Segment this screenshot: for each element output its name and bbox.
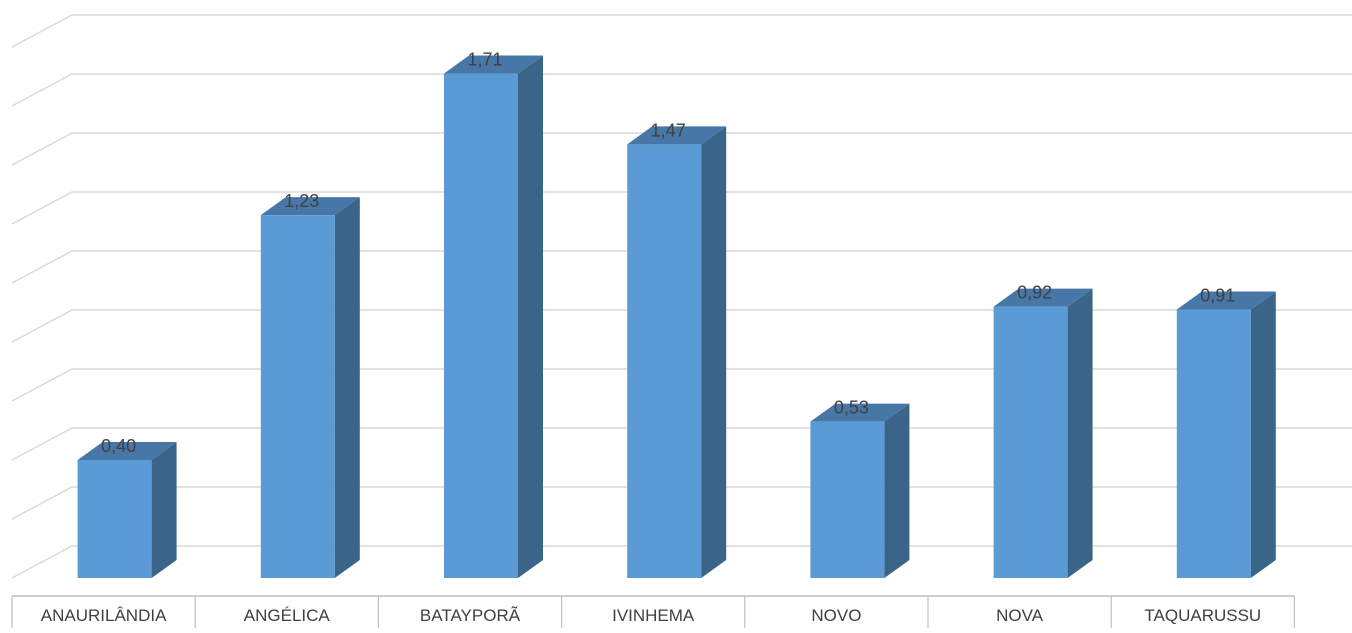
bar-top-face <box>1176 291 1276 310</box>
data-labels: 0,40 1,23 1,71 1,47 0,53 0,92 0,91 <box>101 50 1235 456</box>
category-label: NOVO <box>811 606 861 625</box>
data-label: 0,91 <box>1200 286 1235 306</box>
bar-front-face <box>1176 309 1251 578</box>
bar-top-face <box>627 126 727 145</box>
gridline <box>11 14 1352 48</box>
bar-nova <box>993 288 1093 578</box>
gridline <box>11 486 1352 520</box>
data-label: 1,23 <box>284 191 319 211</box>
data-label: 1,71 <box>467 50 502 70</box>
gridlines <box>11 14 1352 579</box>
gridline <box>11 132 1352 166</box>
bar-top-face <box>993 288 1093 307</box>
bar-front-face <box>444 73 518 579</box>
bar-front-face <box>260 215 335 578</box>
bar-side-face <box>701 126 727 578</box>
bars <box>77 55 1276 579</box>
gridline <box>11 545 1352 579</box>
category-label: NOVA <box>996 606 1044 625</box>
bar-taquarussu <box>1176 291 1276 578</box>
bar-top-face <box>77 442 177 460</box>
bar-top-face <box>810 403 910 422</box>
data-label: 1,47 <box>651 120 686 140</box>
bar-angélica <box>260 197 360 578</box>
bar-novo <box>810 403 910 578</box>
gridline <box>11 427 1352 461</box>
bar-batayporã <box>444 55 543 579</box>
category-label: ANGÉLICA <box>244 606 331 625</box>
bar-side-face <box>1067 288 1093 578</box>
category-label: BATAYPORÃ <box>420 606 521 625</box>
bar-side-face <box>334 197 360 578</box>
category-label: ANAURILÂNDIA <box>41 606 167 625</box>
bar-side-face <box>1250 291 1276 578</box>
bar-front-face <box>810 421 885 578</box>
bar-side-face <box>151 442 177 578</box>
data-label: 0,40 <box>101 436 136 456</box>
bar-side-face <box>884 403 910 578</box>
gridline <box>11 309 1352 343</box>
gridline <box>11 368 1352 402</box>
bar-top-face <box>260 197 360 216</box>
category-label: IVINHEMA <box>612 606 695 625</box>
gridline <box>11 250 1352 284</box>
category-axis <box>11 595 1296 628</box>
bar-anaurilândia <box>77 442 177 578</box>
gridline <box>11 191 1352 225</box>
bar-ivinhema <box>627 126 727 578</box>
data-label: 0,53 <box>834 398 869 418</box>
category-tick-labels: ANAURILÂNDIA ANGÉLICA BATAYPORÃ IVINHEMA NOV… <box>41 606 1261 625</box>
bar-side-face <box>518 55 543 579</box>
category-label: TAQUARUSSU <box>1144 606 1261 625</box>
bar-front-face <box>627 144 702 578</box>
bar-front-face <box>77 460 152 578</box>
data-label: 0,92 <box>1017 283 1052 303</box>
bar-front-face <box>993 306 1068 578</box>
gridline <box>11 73 1352 107</box>
bar-top-face <box>444 55 543 74</box>
